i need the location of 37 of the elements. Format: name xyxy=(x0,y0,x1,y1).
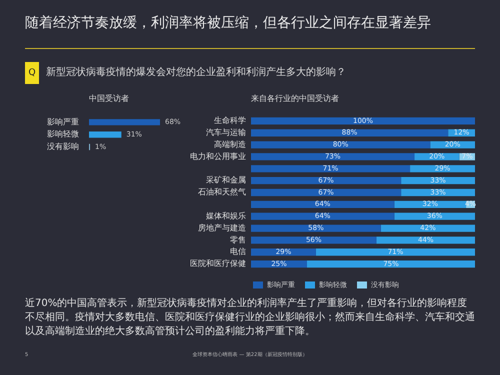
bar xyxy=(307,260,475,268)
bar xyxy=(251,236,376,244)
text: 近70%的中国高管表示，新型冠状病毒疫情对企业的利润率产生了严重影响，但对各行业的影响程度不尽相同。疫情对大多数电信、医院和医疗保健行业的企业影响很小；然而来自生命科学、汽车和交通以及高端制造业的绝大多数高管预计公司的盈利能力将严重下降。 xyxy=(25,297,476,339)
y-tick-label: 医院和医疗保健 xyxy=(190,259,246,268)
bar xyxy=(430,141,475,148)
y-tick-label: 石油和天然气 xyxy=(198,188,246,197)
y-tick-label: 生命科学 xyxy=(214,116,246,126)
text: 新型冠状病毒疫情的爆发会对您的企业盈利和利润产生多大的影响？ xyxy=(46,66,346,80)
bar xyxy=(251,224,381,232)
y-tick-label: 电信 xyxy=(230,247,246,256)
bar xyxy=(251,129,448,136)
bar xyxy=(376,236,475,244)
y-tick-label: 影响轻微 xyxy=(47,130,79,139)
bar xyxy=(251,153,415,160)
y-tick-label: 影响严重 xyxy=(47,117,79,126)
y-tick-label: 采矿和金属 xyxy=(206,176,246,185)
text: 随着经济节奏放缓，利润率将被压缩，但各行业之间存在显著差异 xyxy=(25,14,431,32)
text: Q xyxy=(27,67,37,79)
bar xyxy=(380,224,475,232)
y-tick-label: 零售 xyxy=(230,235,246,244)
y-tick-label: 媒体和娱乐 xyxy=(206,211,246,220)
y-tick-label: 汽车与运输 xyxy=(206,128,246,137)
chart-title: 中国受访者 xyxy=(89,94,129,104)
y-tick-label: 电力和公用事业 xyxy=(190,152,246,161)
bar xyxy=(251,117,475,125)
y-tick-label: 高端制造 xyxy=(214,140,246,149)
bar xyxy=(251,188,402,196)
bar xyxy=(251,165,410,172)
bar xyxy=(316,248,475,256)
bar xyxy=(251,200,394,208)
bar xyxy=(251,212,394,220)
bar xyxy=(414,153,460,160)
bar xyxy=(251,177,402,184)
bar xyxy=(251,141,430,148)
y-tick-label: 没有影响 xyxy=(47,142,79,152)
chart-title: 来自各行业的中国受访者 xyxy=(251,94,339,104)
y-tick-label: 房地产与建造 xyxy=(198,223,246,232)
